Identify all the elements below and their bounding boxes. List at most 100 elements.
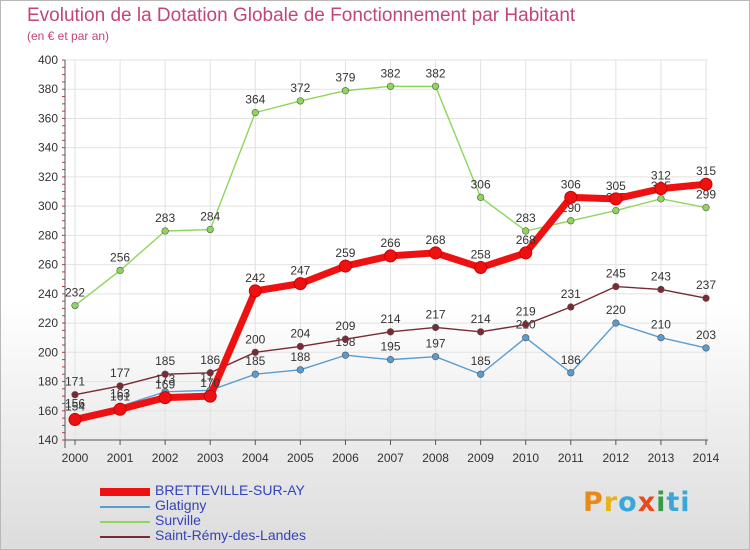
data-label-bretteville-sur-ay: 306 <box>561 177 581 191</box>
x-tick-label: 2005 <box>287 451 314 465</box>
data-label-bretteville-sur-ay: 266 <box>380 236 400 250</box>
x-tick-label: 2001 <box>107 451 134 465</box>
data-point-bretteville-sur-ay <box>158 391 172 405</box>
data-point-glatigny <box>567 369 575 377</box>
x-tick-label: 2009 <box>467 451 494 465</box>
data-point-glatigny <box>612 319 620 327</box>
data-point-surville <box>386 82 395 90</box>
y-tick-label: 400 <box>38 53 58 67</box>
x-tick-label: 2008 <box>422 451 449 465</box>
legend-label: Saint-Rémy-des-Landes <box>155 527 306 543</box>
data-label-glatigny: 203 <box>696 328 716 342</box>
data-point-surville <box>431 82 440 90</box>
data-label-bretteville-sur-ay: 242 <box>245 271 265 285</box>
x-tick-label: 2003 <box>197 451 224 465</box>
data-point-bretteville-sur-ay <box>338 259 352 273</box>
y-tick-label: 200 <box>38 345 58 359</box>
data-point-bretteville-sur-ay <box>699 177 713 191</box>
data-label-saint-r-my-des-landes: 214 <box>380 312 400 326</box>
data-point-bretteville-sur-ay <box>113 402 127 416</box>
data-point-glatigny <box>702 344 710 352</box>
data-label-surville: 364 <box>245 93 265 107</box>
proxiti-logo: Proxiti <box>583 487 691 518</box>
y-tick-label: 140 <box>38 433 58 447</box>
data-point-bretteville-sur-ay <box>474 261 488 275</box>
data-label-saint-r-my-des-landes: 237 <box>696 278 716 292</box>
data-point-surville <box>567 217 575 225</box>
y-tick-label: 180 <box>38 375 58 389</box>
data-label-saint-r-my-des-landes: 200 <box>245 332 265 346</box>
y-tick-label: 220 <box>38 316 58 330</box>
data-label-saint-r-my-des-landes: 243 <box>651 269 671 283</box>
data-point-surville <box>71 301 79 310</box>
data-label-glatigny: 197 <box>426 337 446 351</box>
data-point-glatigny <box>431 353 440 361</box>
data-point-saint-r-my-des-landes <box>161 370 169 378</box>
data-point-surville <box>296 97 304 105</box>
logo-letter: P <box>583 487 604 518</box>
data-label-surville: 256 <box>110 250 130 264</box>
data-label-glatigny: 188 <box>290 350 310 364</box>
x-tick-label: 2013 <box>648 451 675 465</box>
data-point-bretteville-sur-ay <box>654 182 668 196</box>
data-label-bretteville-sur-ay: 258 <box>471 248 491 262</box>
data-point-saint-r-my-des-landes <box>296 342 304 351</box>
data-point-glatigny <box>296 366 304 374</box>
data-label-surville: 306 <box>471 177 491 191</box>
data-label-glatigny: 185 <box>471 354 491 368</box>
data-point-saint-r-my-des-landes <box>71 391 79 399</box>
data-label-saint-r-my-des-landes: 209 <box>335 319 355 333</box>
data-point-bretteville-sur-ay <box>384 249 397 263</box>
data-point-saint-r-my-des-landes <box>386 328 395 336</box>
legend-label: Glatigny <box>155 497 207 513</box>
data-label-bretteville-sur-ay: 268 <box>516 233 536 247</box>
x-tick-label: 2007 <box>377 451 404 465</box>
logo-letter: o <box>618 487 638 518</box>
data-label-glatigny: 210 <box>651 318 671 332</box>
data-point-bretteville-sur-ay <box>609 192 623 206</box>
x-tick-label: 2000 <box>62 451 89 465</box>
legend-swatch <box>100 488 150 496</box>
data-point-saint-r-my-des-landes <box>206 369 214 377</box>
data-label-saint-r-my-des-landes: 231 <box>561 287 581 301</box>
logo-letter: r <box>603 487 619 518</box>
data-point-bretteville-sur-ay <box>519 246 533 260</box>
legend-swatch <box>100 521 150 523</box>
data-point-surville <box>341 87 350 95</box>
x-tick-label: 2010 <box>512 451 539 465</box>
data-point-surville <box>702 204 710 212</box>
data-point-saint-r-my-des-landes <box>341 335 350 343</box>
data-label-surville: 382 <box>426 66 446 80</box>
data-label-glatigny: 156 <box>65 397 85 411</box>
data-label-saint-r-my-des-landes: 171 <box>65 375 85 389</box>
data-point-surville <box>251 109 259 117</box>
data-label-bretteville-sur-ay: 312 <box>651 169 671 183</box>
data-point-bretteville-sur-ay <box>429 246 443 260</box>
data-label-saint-r-my-des-landes: 217 <box>426 307 446 321</box>
chart-title: Evolution de la Dotation Globale de Fonc… <box>27 5 576 26</box>
data-label-bretteville-sur-ay: 161 <box>110 389 130 403</box>
data-label-saint-r-my-des-landes: 204 <box>290 326 310 340</box>
data-label-bretteville-sur-ay: 259 <box>335 246 355 260</box>
data-point-glatigny <box>522 334 530 342</box>
x-tick-label: 2004 <box>242 451 269 465</box>
data-label-bretteville-sur-ay: 154 <box>65 400 85 414</box>
legend-label: BRETTEVILLE-SUR-AY <box>155 482 305 498</box>
data-label-bretteville-sur-ay: 305 <box>606 179 626 193</box>
data-label-bretteville-sur-ay: 315 <box>696 164 716 178</box>
data-point-bretteville-sur-ay <box>203 389 217 403</box>
x-tick-label: 2014 <box>693 451 720 465</box>
data-label-bretteville-sur-ay: 169 <box>155 378 175 392</box>
data-point-saint-r-my-des-landes <box>702 294 710 302</box>
logo-letter: i <box>656 487 667 518</box>
x-tick-label: 2002 <box>152 451 179 465</box>
x-tick-label: 2011 <box>558 451 584 465</box>
data-label-saint-r-my-des-landes: 245 <box>606 267 626 281</box>
y-tick-label: 320 <box>38 170 58 184</box>
data-label-saint-r-my-des-landes: 219 <box>516 305 536 319</box>
chart-subtitle: (en € et par an) <box>27 29 110 43</box>
data-point-bretteville-sur-ay <box>68 413 82 427</box>
data-point-surville <box>206 225 214 234</box>
data-label-surville: 283 <box>516 211 536 225</box>
